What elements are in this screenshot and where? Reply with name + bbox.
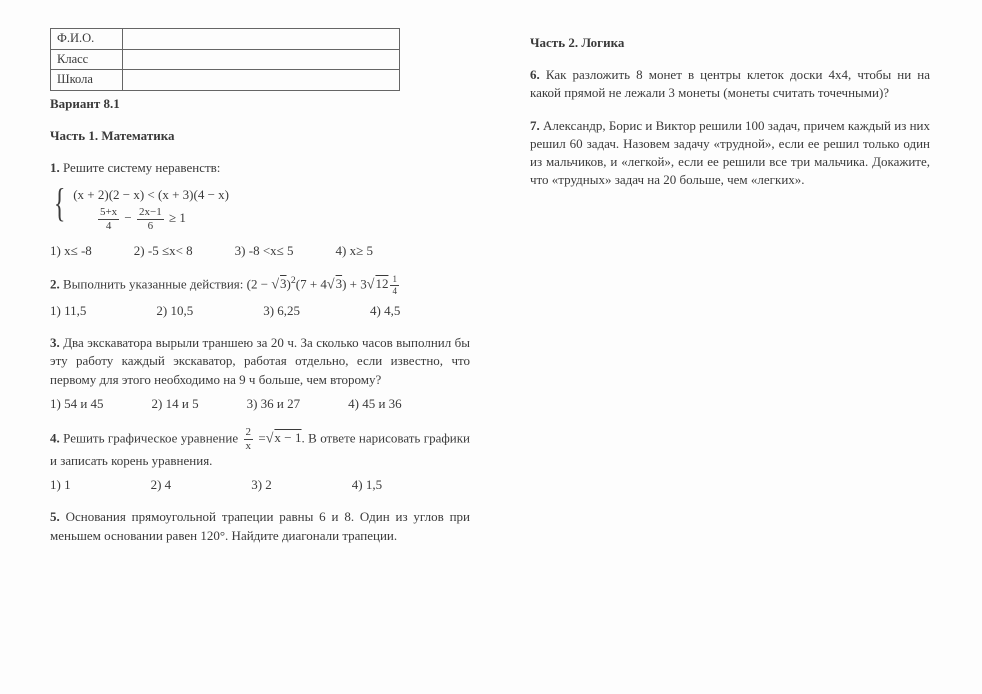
left-column: Ф.И.О. Класс Школа Вариант 8.1 Часть 1. … bbox=[50, 28, 470, 674]
system-lines: (x + 2)(2 − x) < (x + 3)(4 − x) 5+x4 − 2… bbox=[73, 183, 229, 232]
q4-text-a: Решить графическое уравнение bbox=[63, 430, 241, 445]
part1-title: Часть 1. Математика bbox=[50, 127, 470, 145]
table-row: Ф.И.О. bbox=[51, 29, 400, 50]
info-table: Ф.И.О. Класс Школа bbox=[50, 28, 400, 91]
q1-num: 1. bbox=[50, 160, 60, 175]
right-column: Часть 2. Логика 6. Как разложить 8 монет… bbox=[530, 28, 930, 674]
q3-text: Два экскаватора вырыли траншею за 20 ч. … bbox=[50, 335, 470, 386]
question-3: 3. Два экскаватора вырыли траншею за 20 … bbox=[50, 334, 470, 413]
q5-num: 5. bbox=[50, 509, 60, 524]
q1-line2: 5+x4 − 2x−16 ≥ 1 bbox=[73, 206, 229, 232]
variant-label: Вариант 8.1 bbox=[50, 95, 470, 113]
q3-num: 3. bbox=[50, 335, 60, 350]
question-1: 1. Решите систему неравенств: { (x + 2)(… bbox=[50, 159, 470, 260]
q2-num: 2. bbox=[50, 276, 60, 291]
question-4: 4. Решить графическое уравнение 2x =√x −… bbox=[50, 427, 470, 494]
q7-num: 7. bbox=[530, 118, 540, 133]
q1-line1: (x + 2)(2 − x) < (x + 3)(4 − x) bbox=[73, 183, 229, 206]
question-7: 7. Александр, Борис и Виктор решили 100 … bbox=[530, 117, 930, 190]
q3-answers: 1) 54 и 45 2) 14 и 5 3) 36 и 27 4) 45 и … bbox=[50, 395, 470, 413]
brace-icon: { bbox=[54, 183, 66, 232]
value-fio bbox=[123, 29, 400, 50]
question-5: 5. Основания прямоугольной трапеции равн… bbox=[50, 508, 470, 544]
q1-intro: Решите систему неравенств: bbox=[63, 160, 220, 175]
question-6: 6. Как разложить 8 монет в центры клеток… bbox=[530, 66, 930, 102]
q2-answers: 1) 11,5 2) 10,5 3) 6,25 4) 4,5 bbox=[50, 302, 470, 320]
q2-intro: Выполнить указанные действия: bbox=[63, 276, 247, 291]
q6-num: 6. bbox=[530, 67, 540, 82]
q5-text: Основания прямоугольной трапеции равны 6… bbox=[50, 509, 470, 542]
q1-answers: 1) x≤ -8 2) -5 ≤x< 8 3) -8 <x≤ 5 4) x≥ 5 bbox=[50, 242, 470, 260]
q4-num: 4. bbox=[50, 430, 60, 445]
table-row: Класс bbox=[51, 49, 400, 70]
q6-text: Как разложить 8 монет в центры клеток до… bbox=[530, 67, 930, 100]
label-fio: Ф.И.О. bbox=[51, 29, 123, 50]
label-class: Класс bbox=[51, 49, 123, 70]
question-2: 2. Выполнить указанные действия: (2 − √3… bbox=[50, 274, 470, 320]
label-school: Школа bbox=[51, 70, 123, 91]
q7-text: Александр, Борис и Виктор решили 100 зад… bbox=[530, 118, 930, 188]
table-row: Школа bbox=[51, 70, 400, 91]
value-school bbox=[123, 70, 400, 91]
part2-title: Часть 2. Логика bbox=[530, 34, 930, 52]
q4-answers: 1) 1 2) 4 3) 2 4) 1,5 bbox=[50, 476, 470, 494]
value-class bbox=[123, 49, 400, 70]
